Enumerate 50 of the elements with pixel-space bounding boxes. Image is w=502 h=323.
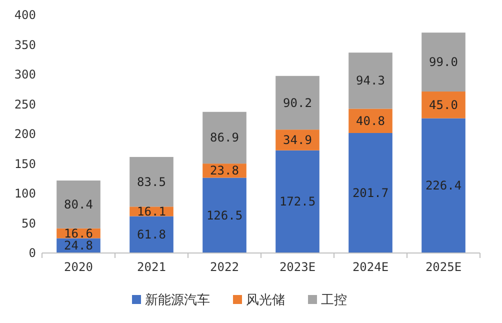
data-label: 34.9 bbox=[283, 132, 312, 147]
y-tick-label: 100 bbox=[14, 186, 36, 200]
bar bbox=[130, 156, 174, 207]
data-label: 94.3 bbox=[356, 74, 385, 88]
bar bbox=[276, 130, 320, 150]
data-label: 23.8 bbox=[210, 164, 239, 178]
data-label: 83.5 bbox=[137, 174, 166, 189]
bar bbox=[276, 76, 320, 130]
data-label: 201.7 bbox=[352, 186, 389, 200]
bar bbox=[130, 216, 174, 253]
bar bbox=[422, 92, 466, 118]
x-tick-label: 2021 bbox=[137, 260, 166, 274]
bar bbox=[56, 180, 100, 228]
data-label: 24.8 bbox=[64, 238, 93, 253]
data-label: 126.5 bbox=[206, 208, 243, 222]
data-label: 16.1 bbox=[137, 204, 166, 218]
data-label: 61.8 bbox=[137, 228, 166, 242]
y-tick-label: 250 bbox=[14, 97, 36, 112]
x-tick-label: 2025E bbox=[425, 260, 462, 274]
y-tick-label: 150 bbox=[14, 156, 36, 171]
data-label: 40.8 bbox=[356, 114, 385, 128]
x-tick-label: 2023E bbox=[279, 260, 316, 274]
data-label: 172.5 bbox=[279, 194, 316, 209]
y-tick-label: 400 bbox=[14, 8, 36, 22]
bar bbox=[422, 32, 466, 92]
data-label: 86.9 bbox=[210, 130, 239, 145]
data-label: 99.0 bbox=[429, 55, 458, 70]
x-tick-label: 2024E bbox=[352, 260, 389, 274]
legend-label: 新能源汽车 bbox=[145, 293, 210, 308]
data-label: 80.4 bbox=[64, 197, 93, 212]
y-tick-label: 50 bbox=[22, 216, 36, 230]
data-label: 16.6 bbox=[64, 226, 93, 240]
x-tick-label: 2022 bbox=[210, 260, 239, 274]
y-tick-label: 200 bbox=[14, 127, 36, 141]
bar bbox=[348, 52, 392, 109]
legend-label: 工控 bbox=[321, 293, 347, 308]
bar bbox=[422, 118, 466, 253]
bar bbox=[348, 132, 392, 253]
data-label: 90.2 bbox=[283, 96, 312, 110]
data-label: 45.0 bbox=[429, 98, 458, 112]
bar bbox=[276, 150, 320, 253]
bar bbox=[202, 112, 246, 164]
x-tick-label: 2020 bbox=[64, 260, 93, 274]
bar bbox=[348, 108, 392, 133]
y-tick-label: 0 bbox=[28, 246, 36, 260]
legend-label: 风光储 bbox=[246, 293, 285, 308]
data-label: 226.4 bbox=[425, 178, 462, 193]
y-tick-label: 350 bbox=[14, 38, 36, 52]
bar bbox=[202, 178, 246, 253]
y-tick-label: 300 bbox=[14, 68, 36, 82]
